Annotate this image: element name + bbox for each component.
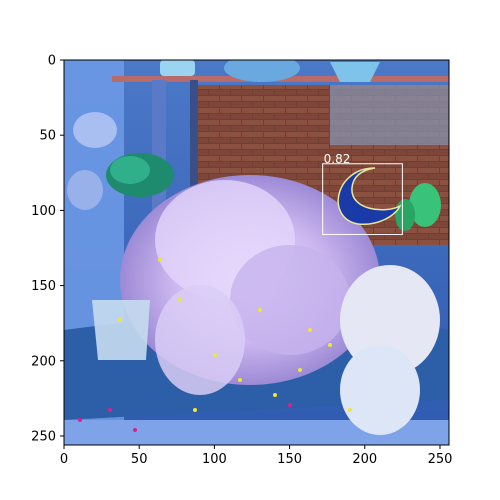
y-tick-label: 150: [31, 279, 56, 294]
crescent-moon-icon: [337, 167, 402, 225]
x-tick-label: 250: [428, 452, 453, 467]
x-tick-label: 200: [352, 452, 377, 467]
x-tick-label: 150: [277, 452, 302, 467]
y-tick-label: 100: [31, 204, 56, 219]
x-tick-label: 50: [131, 452, 148, 467]
photo: [64, 60, 449, 445]
y-tick-label: 0: [48, 54, 56, 69]
detection-score: 0.82: [324, 152, 351, 166]
pot: [160, 60, 195, 76]
x-axis: 0 50 100 150 200 250: [60, 445, 453, 467]
axes-frame: [63, 59, 450, 446]
detection-box: [322, 163, 403, 235]
y-axis: 0 50 100 150 200 250: [31, 54, 64, 444]
y-tick-label: 50: [39, 129, 56, 144]
y-tick-label: 250: [31, 429, 56, 444]
x-tick-label: 100: [202, 452, 227, 467]
x-tick-label: 0: [60, 452, 68, 467]
y-tick-label: 200: [31, 354, 56, 369]
